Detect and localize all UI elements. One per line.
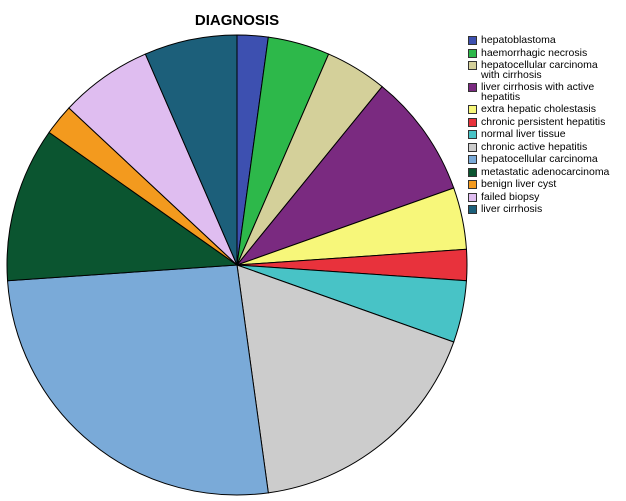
- legend-swatch: [468, 142, 477, 152]
- legend: hepatoblastoma haemorrhagic necrosis hepat…: [468, 34, 623, 218]
- legend-swatch: [468, 83, 477, 92]
- legend-item: chronic active hepatitis: [468, 140, 623, 153]
- legend-label: liver cirrhosis with active hepatitis: [481, 81, 595, 103]
- legend-label: normal liver tissue: [481, 128, 566, 140]
- pie-slice: [236, 264, 455, 494]
- legend-item: chronic persistent hepatitis: [468, 115, 623, 128]
- legend-label: hepatocellular carcinoma: [481, 153, 598, 165]
- legend-item: metastatic adenocarcinoma: [468, 165, 623, 178]
- legend-item: hepatocellular carcinoma with cirrhosis: [468, 59, 623, 81]
- legend-swatch: [468, 105, 477, 114]
- legend-label: failed biopsy: [481, 190, 540, 203]
- legend-item: failed biopsy: [468, 190, 623, 203]
- legend-label: liver cirrhosis: [481, 203, 543, 215]
- legend-item: hepatocellular carcinoma: [468, 153, 623, 165]
- legend-swatch: [468, 180, 477, 189]
- legend-label: benign liver cyst: [481, 178, 557, 190]
- pie-slice: [235, 85, 455, 267]
- legend-swatch: [468, 192, 477, 202]
- chart-title: DIAGNOSIS: [194, 12, 280, 29]
- legend-swatch: [468, 48, 477, 58]
- legend-label: hepatoblastoma: [481, 34, 556, 46]
- legend-swatch: [468, 155, 477, 164]
- pie-slice: [7, 264, 269, 496]
- legend-item: haemorrhagic necrosis: [468, 46, 623, 59]
- legend-swatch: [468, 117, 477, 127]
- chart: [6, 34, 468, 496]
- legend-label: extra hepatic cholestasis: [481, 103, 596, 115]
- legend-item: normal liver tissue: [468, 128, 623, 140]
- pie-slice: [144, 34, 238, 266]
- legend-item: liver cirrhosis: [468, 203, 623, 215]
- legend-item: benign liver cyst: [468, 178, 623, 190]
- legend-swatch: [468, 205, 477, 214]
- legend-label: haemorrhagic necrosis: [481, 46, 588, 59]
- legend-swatch: [468, 167, 477, 177]
- legend-swatch: [468, 61, 477, 70]
- legend-item: hepatoblastoma: [468, 34, 623, 46]
- legend-swatch: [468, 130, 477, 139]
- legend-item: liver cirrhosis with active hepatitis: [468, 81, 623, 103]
- legend-swatch: [468, 36, 477, 45]
- legend-label: hepatocellular carcinoma with cirrhosis: [481, 59, 598, 81]
- pie-slice: [6, 131, 239, 282]
- legend-label: chronic active hepatitis: [481, 140, 588, 153]
- legend-item: extra hepatic cholestasis: [468, 103, 623, 115]
- legend-label: chronic persistent hepatitis: [481, 115, 606, 128]
- legend-label: metastatic adenocarcinoma: [481, 165, 610, 178]
